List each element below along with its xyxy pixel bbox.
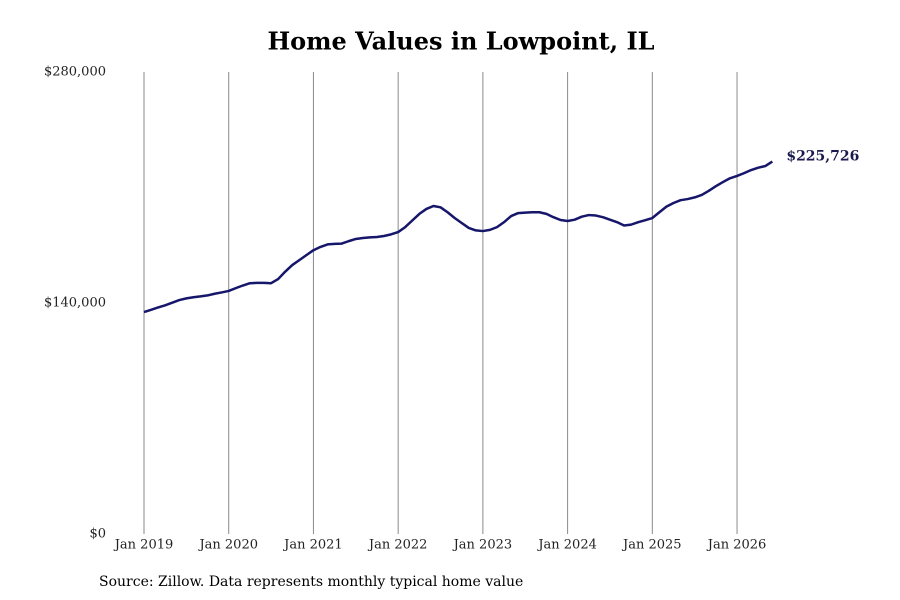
y-tick-label: $0 — [89, 527, 106, 542]
chart-title: Home Values in Lowpoint, IL — [267, 27, 654, 56]
y-tick-label: $280,000 — [44, 65, 106, 80]
x-tick-label: Jan 2019 — [113, 538, 174, 553]
x-tick-label: Jan 2023 — [452, 538, 513, 553]
x-tick-label: Jan 2021 — [282, 538, 343, 553]
x-tick-label: Jan 2020 — [197, 538, 258, 553]
end-value-label: $225,726 — [786, 149, 859, 165]
x-tick-label: Jan 2022 — [367, 538, 428, 553]
x-tick-label: Jan 2026 — [706, 538, 767, 553]
line-series — [143, 160, 774, 314]
x-tick-label: Jan 2025 — [621, 538, 682, 553]
x-tick-label: Jan 2024 — [536, 538, 597, 553]
source-note: Source: Zillow. Data represents monthly … — [99, 574, 523, 590]
y-tick-label: $140,000 — [44, 296, 106, 311]
